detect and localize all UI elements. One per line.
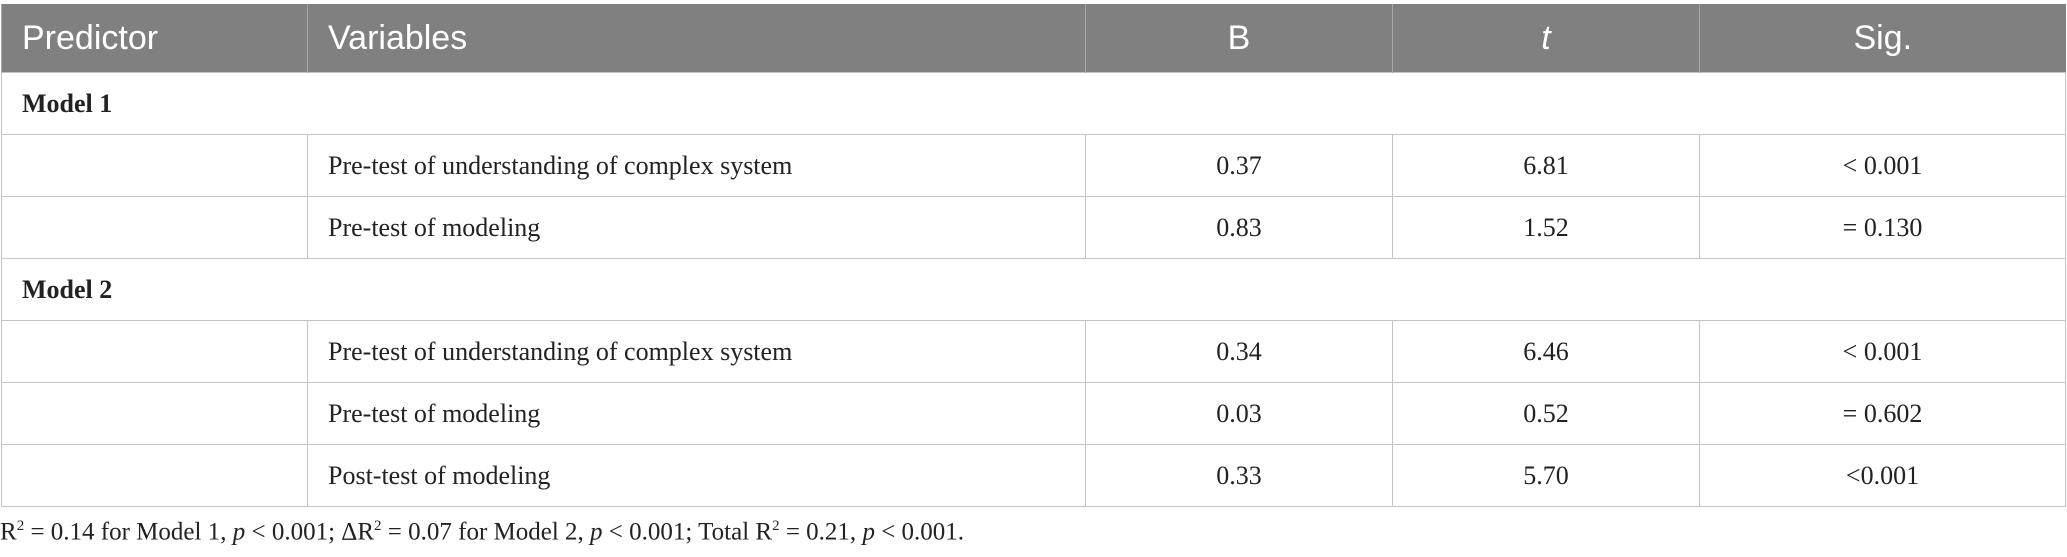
header-cell: t	[1392, 4, 1700, 73]
variable-cell: Pre-test of understanding of complex sys…	[307, 320, 1086, 383]
header-cell: Sig.	[1699, 4, 2066, 73]
empty-cell	[1, 134, 308, 197]
empty-cell	[1, 382, 308, 445]
footnote-text: < 0.001; ΔR	[245, 518, 375, 546]
table-body: Model 1 Pre-test of understanding of comp…	[1, 72, 2066, 507]
value-cell: 0.52	[1392, 382, 1700, 445]
footnote-text: < 0.001; Total R	[602, 518, 773, 546]
data-row: Post-test of modeling 0.33 5.70 <0.001	[1, 444, 2066, 507]
header-cell: Predictor	[1, 4, 308, 73]
group-row: Model 2	[1, 258, 2066, 321]
footnote-text: < 0.001.	[874, 518, 965, 546]
group-label: Model 1	[1, 72, 2066, 135]
footnote-italic: p	[862, 518, 875, 546]
footnote: R2 = 0.14 for Model 1, p < 0.001; ΔR2 = …	[0, 518, 964, 546]
header-cell: Variables	[307, 4, 1086, 73]
variable-cell: Pre-test of modeling	[307, 196, 1086, 259]
data-row: Pre-test of modeling 0.83 1.52 = 0.130	[1, 196, 2066, 259]
value-cell: 0.83	[1085, 196, 1393, 259]
value-cell: 5.70	[1392, 444, 1700, 507]
value-cell: 1.52	[1392, 196, 1700, 259]
value-cell: 0.34	[1085, 320, 1393, 383]
footnote-sup: 2	[16, 518, 25, 534]
variable-cell: Pre-test of modeling	[307, 382, 1086, 445]
data-row: Pre-test of understanding of complex sys…	[1, 134, 2066, 197]
empty-cell	[1, 444, 308, 507]
value-cell: 6.46	[1392, 320, 1700, 383]
data-row: Pre-test of modeling 0.03 0.52 = 0.602	[1, 382, 2066, 445]
footnote-text: = 0.21,	[779, 518, 863, 546]
value-cell: = 0.130	[1699, 196, 2066, 259]
value-cell: = 0.602	[1699, 382, 2066, 445]
footnote-text: = 0.14 for Model 1,	[24, 518, 233, 546]
variable-cell: Post-test of modeling	[307, 444, 1086, 507]
value-cell: 0.33	[1085, 444, 1393, 507]
data-row: Pre-test of understanding of complex sys…	[1, 320, 2066, 383]
value-cell: 0.37	[1085, 134, 1393, 197]
empty-cell	[1, 196, 308, 259]
header-cell: B	[1085, 4, 1393, 73]
footnote-text: = 0.07 for Model 2,	[381, 518, 591, 546]
footnote-italic: p	[232, 518, 246, 546]
value-cell: 6.81	[1392, 134, 1700, 197]
footnote-text: R	[0, 518, 17, 546]
value-cell: < 0.001	[1699, 134, 2066, 197]
footnote-italic: p	[590, 518, 603, 546]
value-cell: < 0.001	[1699, 320, 2066, 383]
empty-cell	[1, 320, 308, 383]
value-cell: <0.001	[1699, 444, 2066, 507]
group-label: Model 2	[1, 258, 2066, 321]
value-cell: 0.03	[1085, 382, 1393, 445]
group-row: Model 1	[1, 72, 2066, 135]
footnote-sup: 2	[772, 518, 780, 534]
variable-cell: Pre-test of understanding of complex sys…	[307, 134, 1086, 197]
footnote-sup: 2	[374, 518, 382, 534]
